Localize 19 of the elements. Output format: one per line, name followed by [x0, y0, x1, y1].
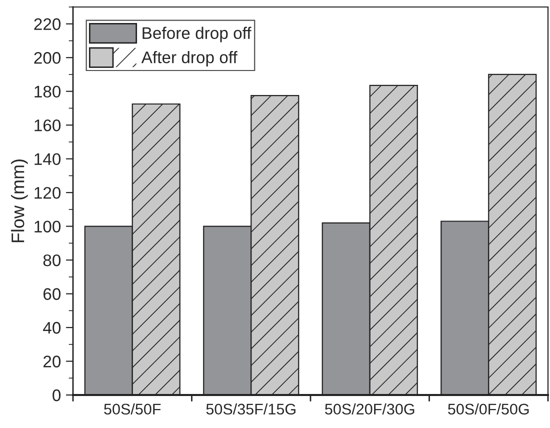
y-tick-label: 180	[34, 86, 61, 98]
y-tick-label: 80	[43, 254, 61, 266]
y-tick-label: 200	[34, 52, 61, 64]
legend-label: After drop off	[141, 51, 238, 67]
y-tick-label: 60	[44, 288, 61, 300]
legend-label: Before drop off	[142, 26, 252, 42]
y-tick-label: 140	[34, 153, 61, 166]
y-tick-label: 120	[34, 186, 61, 199]
x-tick-label: 50S/35F/15G	[206, 403, 296, 415]
y-tick-label: 100	[34, 220, 61, 233]
y-tick-label: 220	[34, 18, 61, 30]
y-tick-label: 20	[43, 356, 61, 368]
y-tick-label: 40	[43, 322, 61, 334]
x-tick-label: 50S/50F	[104, 403, 161, 415]
x-tick-label: 50S/0F/50G	[448, 403, 529, 415]
x-tick-label: 50S/20F/30G	[325, 403, 414, 415]
y-axis-title: Flow (mm)	[11, 159, 28, 242]
y-tick-label: 0	[52, 389, 61, 402]
y-tick-label: 160	[34, 119, 61, 132]
